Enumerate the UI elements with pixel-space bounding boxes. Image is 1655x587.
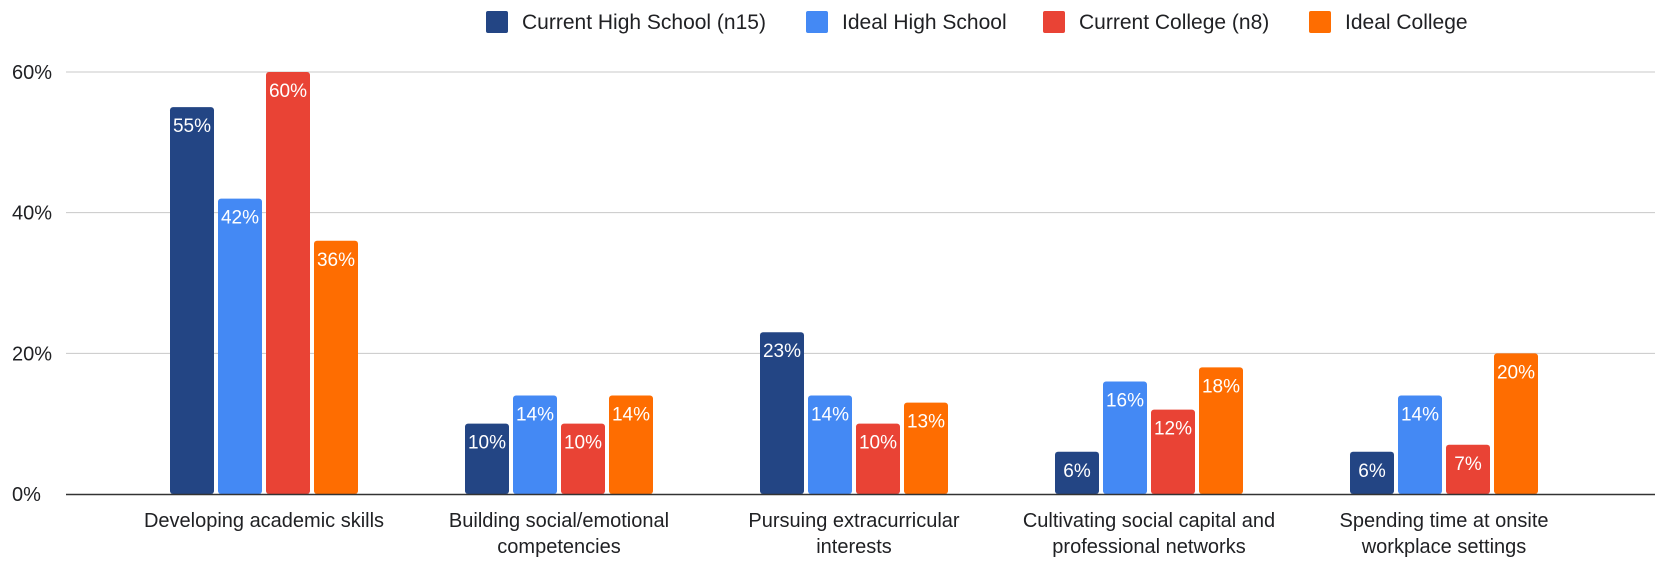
bar-value-label: 12% — [1154, 419, 1192, 440]
legend-swatch — [1043, 11, 1065, 33]
x-category-label: competencies — [497, 536, 620, 558]
legend-swatch — [806, 11, 828, 33]
bar — [170, 107, 214, 495]
bar-value-label: 14% — [1401, 405, 1439, 426]
bar — [1350, 451, 1394, 494]
y-tick-label: 20% — [12, 343, 52, 365]
x-category-label: Cultivating social capital and — [1023, 510, 1275, 532]
legend-label: Ideal High School — [842, 11, 1007, 34]
bar-value-label: 23% — [763, 341, 801, 362]
bar-value-label: 14% — [811, 405, 849, 426]
bar — [266, 72, 310, 494]
legend-label: Current High School (n15) — [522, 11, 766, 34]
bar-value-label: 10% — [859, 433, 897, 454]
y-tick-label: 0% — [12, 484, 41, 506]
bar — [1151, 409, 1195, 494]
bar-value-label: 16% — [1106, 390, 1144, 411]
x-category-label: Spending time at onsite — [1339, 510, 1548, 532]
bar-value-label: 18% — [1202, 376, 1240, 397]
y-tick-label: 60% — [12, 62, 52, 84]
bar-value-label: 13% — [907, 412, 945, 433]
y-tick-label: 40% — [12, 203, 52, 225]
bar-value-label: 10% — [564, 433, 602, 454]
x-category-label: professional networks — [1052, 536, 1245, 558]
bar — [1103, 381, 1147, 494]
bar-value-label: 14% — [612, 405, 650, 426]
bar-value-label: 60% — [269, 81, 307, 102]
legend-label: Current College (n8) — [1079, 11, 1269, 34]
axes: 0% 20% 40% 60% Developing academic skills Bui… — [12, 62, 1655, 558]
bar — [1494, 353, 1538, 494]
bar-value-label: 6% — [1358, 461, 1386, 482]
bar-value-label: 14% — [516, 405, 554, 426]
bar-value-label: 36% — [317, 250, 355, 271]
bar — [609, 395, 653, 494]
bar-value-label: 10% — [468, 433, 506, 454]
legend-swatch — [486, 11, 508, 33]
bar-value-label: 42% — [221, 208, 259, 229]
bar-value-label: 20% — [1497, 362, 1535, 383]
bar-labels: 55% 10% 23% 6% 6% 42% 14% 14% 16% 14% 60% 10% 10% 12%… — [173, 81, 1535, 482]
bar-value-label: 6% — [1063, 461, 1091, 482]
x-category-label: interests — [816, 536, 892, 558]
x-category-label: workplace settings — [1361, 536, 1527, 558]
bar — [904, 402, 948, 494]
bar — [218, 198, 262, 494]
bar — [465, 423, 509, 494]
bar — [513, 395, 557, 494]
bar — [856, 423, 900, 494]
bar-value-label: 7% — [1454, 454, 1482, 475]
bar — [1398, 395, 1442, 494]
legend-swatch — [1309, 11, 1331, 33]
bars — [170, 72, 1538, 495]
bar — [561, 423, 605, 494]
x-category-label: Developing academic skills — [144, 510, 384, 532]
bar-value-label: 55% — [173, 116, 211, 137]
bar — [1446, 444, 1490, 494]
bar — [1199, 367, 1243, 494]
x-category-label: Building social/emotional — [449, 510, 669, 532]
legend: Current High School (n15) Ideal High Scho… — [486, 11, 1468, 34]
bar — [314, 240, 358, 494]
x-category-label: Pursuing extracurricular — [748, 510, 960, 532]
legend-label: Ideal College — [1345, 11, 1468, 34]
bar — [1055, 451, 1099, 494]
bar — [760, 332, 804, 494]
bar — [808, 395, 852, 494]
